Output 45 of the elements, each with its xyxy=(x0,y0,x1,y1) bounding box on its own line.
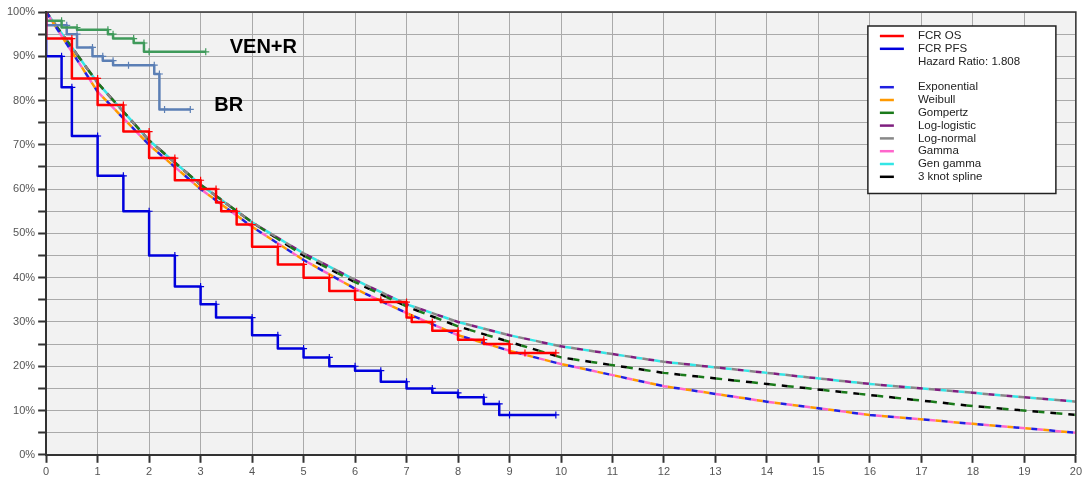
x-tick-label: 11 xyxy=(606,465,619,478)
x-tick-label: 0 xyxy=(43,465,50,478)
x-tick-label: 15 xyxy=(812,465,825,478)
y-tick-label: 50% xyxy=(13,226,36,239)
annotation: Hazard Ratio: 1.808 xyxy=(917,54,1021,67)
legend-label: Gen gamma xyxy=(917,157,982,170)
annotation: BR xyxy=(214,92,244,115)
x-tick-label: 18 xyxy=(966,465,980,478)
x-tick-label: 1 xyxy=(94,465,101,478)
y-tick-label: 20% xyxy=(13,359,36,372)
y-tick-label: 0% xyxy=(19,447,36,460)
x-tick-label: 10 xyxy=(554,465,568,478)
legend-label: Log-logistic xyxy=(917,118,977,131)
x-tick-label: 6 xyxy=(352,465,359,478)
x-tick-label: 7 xyxy=(403,465,410,478)
y-tick-label: 80% xyxy=(13,93,36,106)
x-tick-label: 17 xyxy=(915,465,928,478)
y-tick-label: 10% xyxy=(13,403,36,416)
legend-label: Gompertz xyxy=(917,105,969,118)
x-tick-label: 19 xyxy=(1018,465,1031,478)
legend-label: Gamma xyxy=(917,144,960,157)
x-tick-label: 2 xyxy=(146,465,153,478)
x-tick-label: 4 xyxy=(249,465,256,478)
x-tick-label: 5 xyxy=(300,465,307,478)
x-tick-label: 9 xyxy=(506,465,513,478)
annotation: VEN+R xyxy=(229,35,298,58)
legend-label: Log-normal xyxy=(917,131,977,144)
x-tick-label: 13 xyxy=(709,465,722,478)
y-tick-label: 70% xyxy=(13,137,36,150)
y-tick-label: 30% xyxy=(13,314,36,327)
legend-label: 3 knot spline xyxy=(917,169,983,182)
y-tick-label: 40% xyxy=(13,270,36,283)
x-tick-label: 16 xyxy=(863,465,877,478)
x-tick-label: 8 xyxy=(454,465,462,478)
y-tick-label: 90% xyxy=(13,49,36,62)
x-tick-label: 3 xyxy=(197,465,204,478)
x-tick-label: 12 xyxy=(657,465,671,478)
x-tick-label: 20 xyxy=(1069,465,1083,478)
y-tick-label: 100% xyxy=(6,5,36,18)
legend-label: FCR OS xyxy=(917,29,962,42)
y-tick-label: 60% xyxy=(13,182,36,195)
legend-label: Weibull xyxy=(917,93,956,106)
legend-label: FCR PFS xyxy=(917,41,968,54)
x-tick-label: 14 xyxy=(760,465,774,478)
legend-label: Exponential xyxy=(917,80,978,93)
